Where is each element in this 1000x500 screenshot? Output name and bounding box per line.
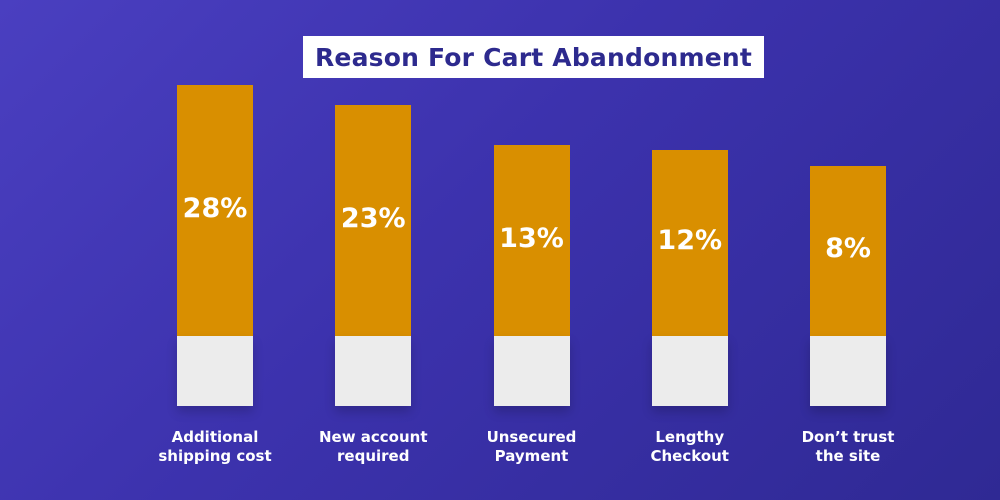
category-label-line: the site <box>815 447 881 465</box>
bar-3: 13% <box>493 145 570 406</box>
category-label-line: required <box>337 447 410 465</box>
category-label: Unsecured Payment <box>452 428 612 466</box>
category-label-line: Lengthy <box>655 428 725 446</box>
category-label: Additional shipping cost <box>135 428 295 466</box>
category-label-line: Don’t trust <box>801 428 895 446</box>
bar-2: 23% <box>335 105 412 406</box>
bar-1: 28% <box>177 85 253 406</box>
bar-base <box>651 336 728 406</box>
chart-title-box: Reason For Cart Abandonment <box>303 36 764 78</box>
bar-value-label: 28% <box>182 193 248 224</box>
bar-value-label: 13% <box>499 223 564 254</box>
bar-base <box>177 336 253 406</box>
bar-fill <box>335 105 412 336</box>
bar-base <box>493 336 570 406</box>
bar-value-label: 8% <box>825 233 871 264</box>
category-label-line: Unsecured <box>486 428 577 446</box>
bar-fill <box>810 166 886 336</box>
bar-base <box>335 336 412 406</box>
bar-fill <box>651 150 728 336</box>
bar-value-label: 23% <box>340 203 406 234</box>
category-label: Lengthy Checkout <box>610 428 770 466</box>
chart-title: Reason For Cart Abandonment <box>314 42 753 72</box>
category-label: New account required <box>293 428 453 466</box>
bar-4: 12% <box>651 150 728 406</box>
bar-5: 8% <box>810 166 886 406</box>
category-label: Don’t trust the site <box>768 428 928 466</box>
category-label-line: Checkout <box>650 447 729 465</box>
bar-fill <box>177 85 253 336</box>
bar-value-label: 12% <box>657 225 723 256</box>
bar-base <box>810 336 886 406</box>
category-label-line: Additional <box>171 428 259 446</box>
category-label-line: Payment <box>494 447 569 465</box>
bar-fill <box>493 145 570 336</box>
category-label-line: shipping cost <box>158 447 272 465</box>
category-label-line: New account <box>318 428 428 446</box>
